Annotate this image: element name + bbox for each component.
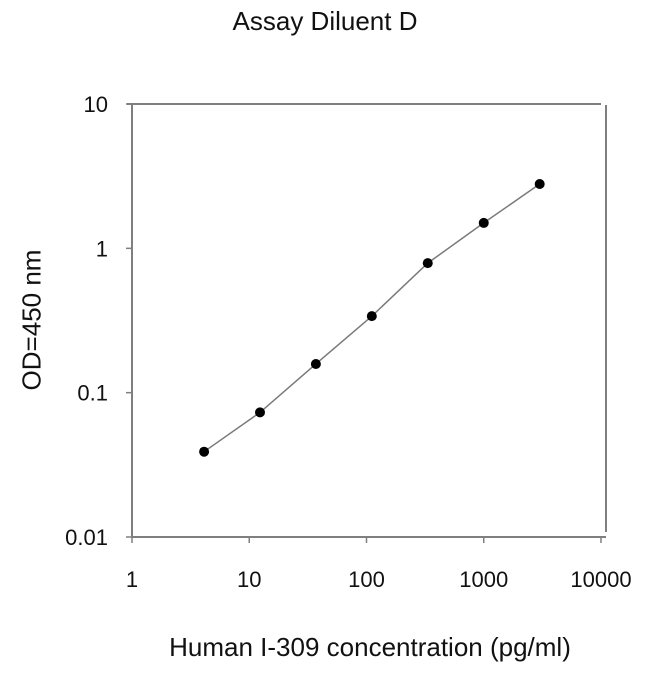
data-point bbox=[478, 217, 489, 228]
y-tick-label: 1 bbox=[96, 236, 108, 261]
y-tick-label: 10 bbox=[84, 92, 108, 117]
data-point bbox=[254, 407, 265, 418]
x-tick-label: 1000 bbox=[459, 567, 508, 592]
data-point bbox=[422, 258, 433, 269]
y-tick-label: 0.1 bbox=[77, 381, 108, 406]
data-point bbox=[199, 446, 210, 457]
x-tick-label: 100 bbox=[348, 567, 385, 592]
data-point bbox=[310, 358, 321, 369]
data-point bbox=[366, 311, 377, 322]
chart-title: Assay Diluent D bbox=[232, 6, 418, 36]
x-tick-label: 10000 bbox=[570, 567, 631, 592]
y-tick-label: 0.01 bbox=[65, 525, 108, 550]
x-tick-label: 10 bbox=[237, 567, 261, 592]
data-point bbox=[534, 179, 545, 190]
x-tick-label: 1 bbox=[126, 567, 138, 592]
x-axis-label: Human I-309 concentration (pg/ml) bbox=[169, 632, 571, 662]
